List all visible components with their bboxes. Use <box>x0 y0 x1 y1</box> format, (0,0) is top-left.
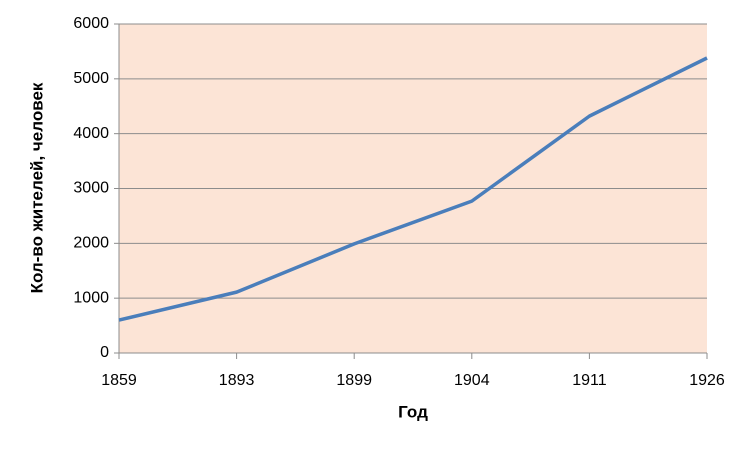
x-axis-title: Год <box>398 402 428 421</box>
y-tick-label: 4000 <box>73 125 109 142</box>
x-tick-label: 1904 <box>454 372 490 389</box>
y-tick-label: 0 <box>100 344 109 361</box>
y-tick-label: 5000 <box>73 70 109 87</box>
y-tick-label: 6000 <box>73 15 109 32</box>
y-tick-label: 3000 <box>73 180 109 197</box>
x-tick-label: 1911 <box>572 372 607 389</box>
y-tick-label: 1000 <box>73 289 109 306</box>
x-tick-label: 1899 <box>336 372 372 389</box>
y-tick-label: 2000 <box>73 235 109 252</box>
x-tick-label: 1859 <box>101 372 137 389</box>
x-tick-label: 1893 <box>219 372 255 389</box>
data-line <box>118 56 708 322</box>
y-axis-title: Кол-во жителей, человек <box>27 82 46 293</box>
x-tick-label: 1926 <box>689 372 725 389</box>
